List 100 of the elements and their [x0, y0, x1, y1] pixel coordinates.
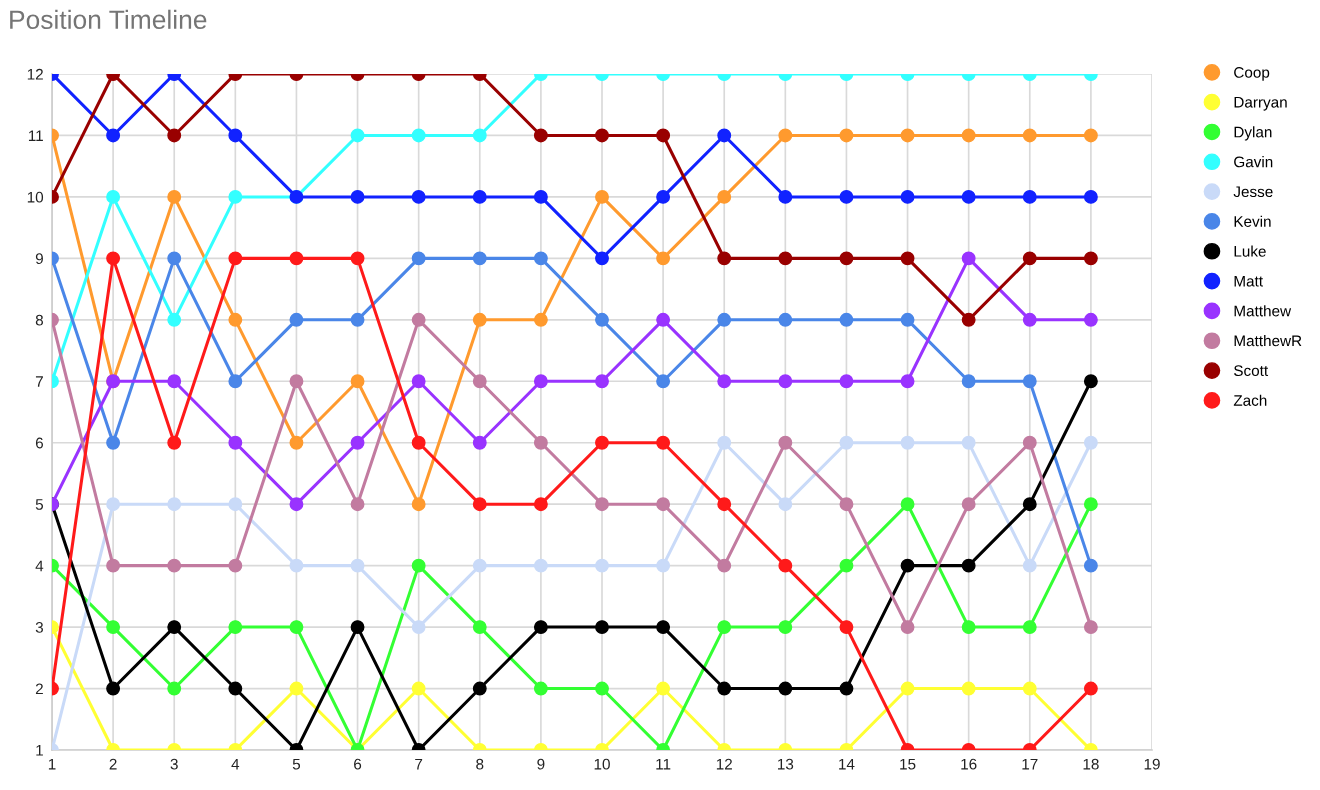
point	[289, 251, 304, 266]
x-tick-label: 6	[354, 758, 362, 770]
point	[533, 681, 548, 696]
point	[839, 128, 854, 143]
point	[106, 435, 121, 450]
point	[228, 620, 243, 635]
point	[900, 681, 915, 696]
point	[350, 558, 365, 573]
point	[167, 189, 182, 204]
y-tick-label: 2	[35, 683, 43, 695]
legend-label: Zach	[1233, 394, 1267, 406]
point	[900, 374, 915, 389]
point	[656, 374, 671, 389]
point	[1022, 681, 1037, 696]
point	[778, 251, 793, 266]
point	[472, 312, 487, 327]
point	[961, 558, 976, 573]
x-tick-label: 12	[716, 758, 732, 770]
point	[289, 681, 304, 696]
y-tick-label: 12	[27, 68, 43, 80]
point	[1022, 558, 1037, 573]
point	[167, 374, 182, 389]
point	[350, 189, 365, 204]
point	[595, 620, 609, 635]
x-tick-label: 11	[656, 758, 671, 770]
point	[656, 620, 671, 635]
point	[533, 189, 548, 204]
point	[350, 128, 365, 143]
point	[289, 497, 304, 512]
legend-label: Coop	[1234, 66, 1270, 81]
x-tick-label: 18	[1083, 758, 1099, 770]
point	[1022, 374, 1037, 389]
x-tick-label: 3	[170, 758, 178, 770]
point	[472, 374, 487, 389]
point	[167, 681, 182, 696]
point	[106, 128, 121, 143]
point	[717, 435, 732, 450]
point	[411, 312, 426, 327]
point	[167, 128, 182, 143]
point	[1083, 128, 1098, 143]
point	[167, 435, 182, 450]
point	[961, 435, 976, 450]
point	[1022, 497, 1037, 512]
point	[961, 251, 976, 266]
point	[289, 435, 304, 450]
point	[167, 558, 182, 573]
point	[656, 558, 671, 573]
point	[839, 558, 854, 573]
point	[656, 497, 671, 512]
point	[595, 681, 609, 696]
point	[961, 620, 976, 635]
point	[472, 189, 487, 204]
x-tick-label: 15	[900, 758, 916, 770]
point	[900, 435, 915, 450]
point	[900, 189, 915, 204]
point	[717, 497, 732, 512]
point	[595, 128, 609, 143]
point	[106, 681, 121, 696]
point	[717, 251, 732, 266]
point	[350, 312, 365, 327]
point	[411, 497, 426, 512]
x-tick-label: 2	[109, 758, 117, 770]
point	[1083, 374, 1098, 389]
point	[656, 435, 671, 450]
point	[778, 620, 793, 635]
point	[900, 620, 915, 635]
point	[717, 312, 732, 327]
point	[778, 435, 793, 450]
point	[1022, 435, 1037, 450]
point	[778, 128, 793, 143]
point	[472, 128, 487, 143]
point	[411, 128, 426, 143]
legend-label: Jesse	[1233, 186, 1273, 198]
point	[656, 312, 671, 327]
point	[289, 374, 304, 389]
legend-label: Luke	[1234, 245, 1266, 257]
point	[1083, 435, 1098, 450]
point	[839, 681, 854, 696]
x-tick-label: 9	[537, 758, 545, 770]
point	[1022, 251, 1037, 266]
x-tick-label: 7	[415, 758, 423, 770]
point	[717, 681, 732, 696]
point	[472, 681, 487, 696]
point	[289, 620, 304, 635]
y-tick-label: 9	[35, 253, 43, 265]
point	[900, 251, 915, 266]
point	[228, 435, 243, 450]
point	[656, 128, 671, 143]
legend-label: Kevin	[1234, 215, 1271, 227]
point	[533, 374, 548, 389]
point	[1022, 128, 1037, 143]
point	[961, 497, 976, 512]
y-tick-label: 3	[35, 621, 43, 633]
point	[106, 558, 121, 573]
legend-label: Matthew	[1234, 305, 1292, 317]
point	[900, 497, 915, 512]
point	[1022, 312, 1037, 327]
y-tick-label: 4	[35, 560, 44, 572]
x-tick-label: 4	[231, 758, 240, 770]
point	[350, 497, 365, 512]
